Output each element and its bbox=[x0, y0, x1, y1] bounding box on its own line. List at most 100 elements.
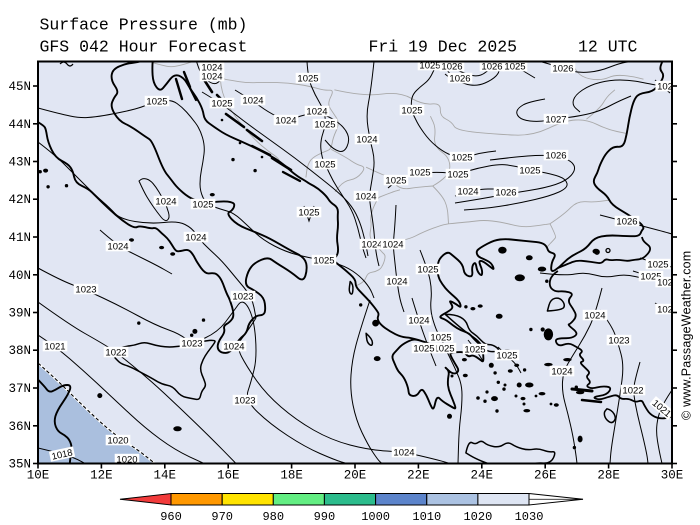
svg-text:1024: 1024 bbox=[306, 107, 327, 118]
svg-text:1025: 1025 bbox=[146, 97, 167, 108]
svg-text:1027: 1027 bbox=[545, 115, 566, 126]
svg-text:1026: 1026 bbox=[552, 64, 573, 75]
svg-text:1020: 1020 bbox=[116, 455, 137, 466]
svg-text:1025: 1025 bbox=[211, 99, 232, 110]
svg-text:37N: 37N bbox=[8, 382, 31, 396]
svg-text:1025: 1025 bbox=[433, 344, 454, 355]
svg-text:1025: 1025 bbox=[298, 208, 319, 219]
svg-text:24E: 24E bbox=[471, 469, 494, 483]
svg-text:1025: 1025 bbox=[401, 106, 422, 117]
svg-text:1022: 1022 bbox=[105, 348, 126, 359]
svg-text:14E: 14E bbox=[154, 469, 177, 483]
svg-text:1025: 1025 bbox=[385, 176, 406, 187]
svg-text:40N: 40N bbox=[8, 269, 31, 283]
svg-text:980: 980 bbox=[262, 510, 284, 524]
svg-text:1024: 1024 bbox=[155, 197, 176, 208]
svg-text:1025: 1025 bbox=[451, 153, 472, 164]
svg-text:1024: 1024 bbox=[551, 367, 572, 378]
svg-text:1025: 1025 bbox=[504, 62, 525, 73]
svg-text:GFS 042 Hour Forecast: GFS 042 Hour Forecast bbox=[40, 38, 248, 57]
svg-text:1024: 1024 bbox=[242, 96, 263, 107]
svg-text:1024: 1024 bbox=[107, 242, 128, 253]
svg-text:1025: 1025 bbox=[417, 265, 438, 276]
svg-text:1025: 1025 bbox=[647, 260, 668, 271]
svg-text:10E: 10E bbox=[27, 469, 50, 483]
svg-text:1024: 1024 bbox=[584, 311, 605, 322]
svg-text:1026: 1026 bbox=[449, 74, 470, 85]
svg-text:© www.PassageWeather.com: © www.PassageWeather.com bbox=[680, 251, 694, 420]
svg-text:44N: 44N bbox=[8, 118, 31, 132]
svg-text:18E: 18E bbox=[280, 469, 303, 483]
svg-text:1025: 1025 bbox=[192, 200, 213, 211]
svg-text:960: 960 bbox=[160, 510, 182, 524]
svg-text:102: 102 bbox=[657, 305, 673, 316]
svg-text:1025: 1025 bbox=[419, 61, 440, 72]
svg-text:1024: 1024 bbox=[223, 342, 244, 353]
svg-text:1024: 1024 bbox=[355, 192, 376, 203]
svg-text:36N: 36N bbox=[8, 420, 31, 434]
svg-text:1026: 1026 bbox=[495, 188, 516, 199]
svg-text:1025: 1025 bbox=[314, 120, 335, 131]
svg-text:1020: 1020 bbox=[463, 510, 492, 524]
svg-text:1026: 1026 bbox=[616, 217, 637, 228]
svg-text:12E: 12E bbox=[90, 469, 113, 483]
svg-text:1025: 1025 bbox=[430, 333, 451, 344]
svg-text:41N: 41N bbox=[8, 231, 31, 245]
svg-text:1024: 1024 bbox=[275, 116, 296, 127]
svg-text:43N: 43N bbox=[8, 156, 31, 170]
svg-text:1024: 1024 bbox=[457, 187, 478, 198]
svg-text:22E: 22E bbox=[407, 469, 430, 483]
svg-text:28E: 28E bbox=[597, 469, 620, 483]
svg-text:1024: 1024 bbox=[201, 63, 222, 74]
svg-text:12 UTC: 12 UTC bbox=[578, 38, 638, 57]
svg-text:45N: 45N bbox=[8, 80, 31, 94]
svg-text:1024: 1024 bbox=[361, 240, 382, 251]
svg-text:1025: 1025 bbox=[496, 351, 517, 362]
svg-text:1026: 1026 bbox=[441, 62, 462, 73]
svg-text:1024: 1024 bbox=[356, 135, 377, 146]
svg-text:1024: 1024 bbox=[393, 448, 414, 459]
svg-text:102: 102 bbox=[657, 82, 673, 93]
svg-text:35N: 35N bbox=[8, 458, 31, 472]
svg-text:1025: 1025 bbox=[409, 168, 430, 179]
svg-text:20E: 20E bbox=[344, 469, 367, 483]
svg-text:38N: 38N bbox=[8, 344, 31, 358]
svg-text:1025: 1025 bbox=[413, 344, 434, 355]
svg-text:1000: 1000 bbox=[361, 510, 390, 524]
svg-text:990: 990 bbox=[314, 510, 336, 524]
svg-text:1025: 1025 bbox=[640, 272, 661, 283]
svg-text:1026: 1026 bbox=[545, 151, 566, 162]
svg-text:1025: 1025 bbox=[313, 256, 334, 267]
svg-text:1025: 1025 bbox=[519, 166, 540, 177]
svg-text:1025: 1025 bbox=[464, 345, 485, 356]
svg-text:102: 102 bbox=[657, 278, 673, 289]
svg-text:1025: 1025 bbox=[314, 160, 335, 171]
svg-text:Fri 19 Dec 2025: Fri 19 Dec 2025 bbox=[369, 38, 518, 57]
svg-text:1024: 1024 bbox=[382, 240, 403, 251]
svg-text:1030: 1030 bbox=[515, 510, 544, 524]
svg-text:1023: 1023 bbox=[234, 396, 255, 407]
svg-text:30E: 30E bbox=[661, 469, 684, 483]
svg-text:1025: 1025 bbox=[447, 170, 468, 181]
svg-text:1020: 1020 bbox=[107, 436, 128, 447]
svg-text:1023: 1023 bbox=[608, 336, 629, 347]
svg-text:16E: 16E bbox=[217, 469, 240, 483]
svg-text:39N: 39N bbox=[8, 307, 31, 321]
svg-text:1010: 1010 bbox=[412, 510, 441, 524]
svg-text:1018: 1018 bbox=[51, 447, 74, 462]
svg-text:1025: 1025 bbox=[297, 74, 318, 85]
svg-text:Surface Pressure (mb): Surface Pressure (mb) bbox=[40, 16, 248, 35]
svg-text:1024: 1024 bbox=[185, 233, 206, 244]
svg-text:970: 970 bbox=[211, 510, 233, 524]
svg-text:1024: 1024 bbox=[386, 277, 407, 288]
svg-text:1026: 1026 bbox=[481, 62, 502, 73]
svg-text:1023: 1023 bbox=[181, 339, 202, 350]
svg-text:1021: 1021 bbox=[44, 342, 65, 353]
svg-text:1024: 1024 bbox=[201, 72, 222, 83]
svg-text:1022: 1022 bbox=[622, 386, 643, 397]
svg-text:26E: 26E bbox=[534, 469, 557, 483]
svg-text:1024: 1024 bbox=[408, 316, 429, 327]
svg-text:1023: 1023 bbox=[232, 292, 253, 303]
svg-text:42N: 42N bbox=[8, 193, 31, 207]
svg-text:1023: 1023 bbox=[75, 285, 96, 296]
